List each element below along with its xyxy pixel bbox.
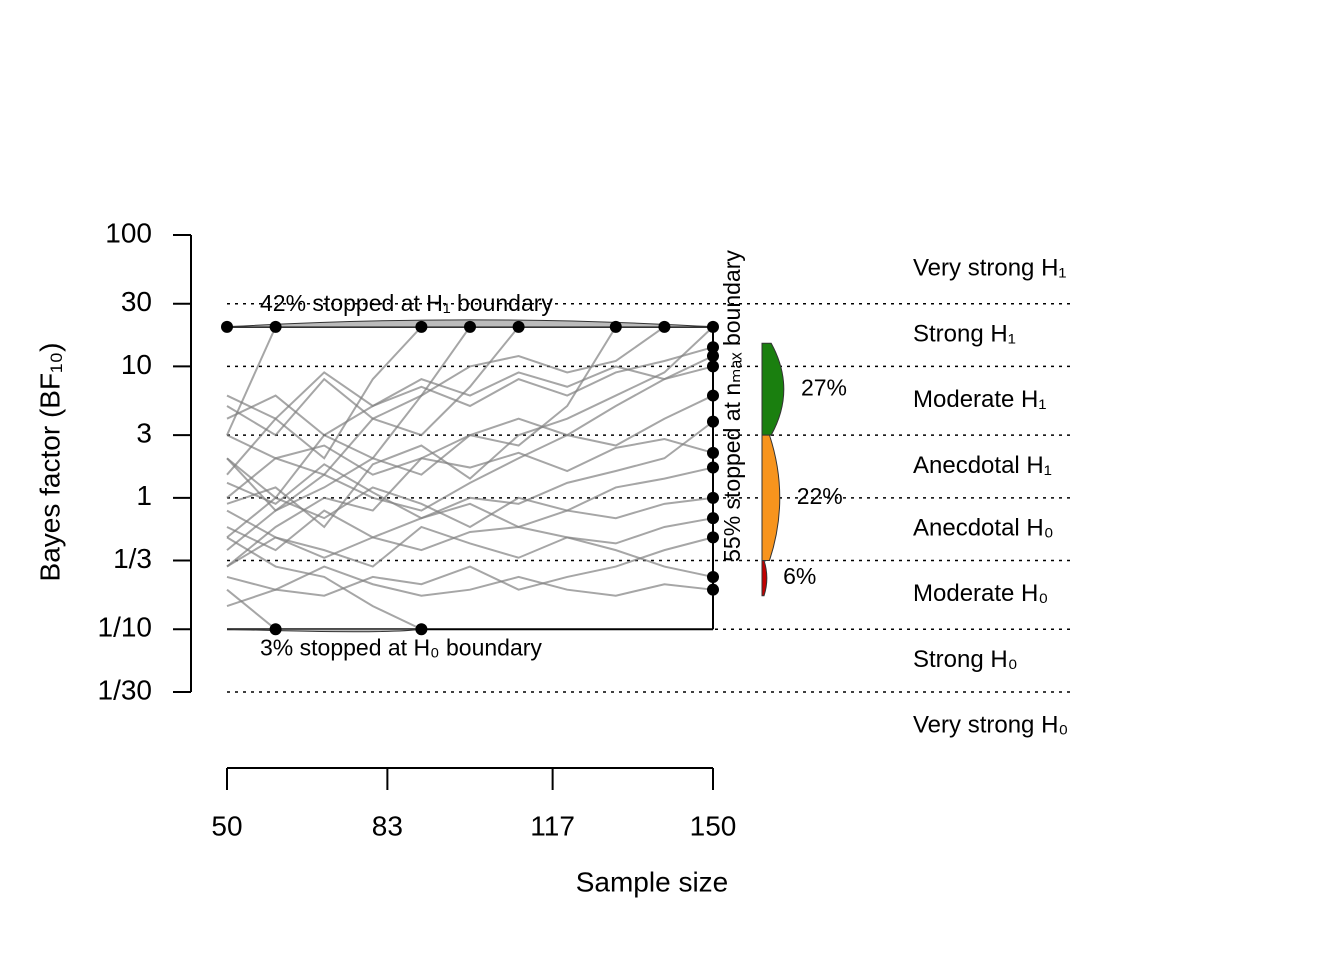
trajectory <box>226 326 423 476</box>
stop-point <box>707 531 719 544</box>
stop-point <box>707 320 719 333</box>
y-tick-label: 1/30 <box>98 674 153 705</box>
trajectory <box>226 565 714 597</box>
trajectory <box>226 326 277 436</box>
stop-point <box>221 320 233 333</box>
stop-point <box>415 320 428 333</box>
evidence-label: Anecdotal H₀ <box>913 515 1054 542</box>
stop-point <box>707 583 719 596</box>
stop-point <box>269 623 282 636</box>
y-tick-label: 1/10 <box>98 612 153 643</box>
stop-point <box>707 341 719 354</box>
density-segment <box>761 560 768 597</box>
stop-point <box>269 320 282 333</box>
evidence-label: Very strong H₁ <box>913 255 1067 282</box>
trajectory <box>226 420 714 552</box>
x-tick-label: 150 <box>690 810 737 841</box>
stop-point <box>707 461 719 474</box>
stop-point <box>707 415 719 428</box>
y-tick-label: 30 <box>121 286 152 317</box>
stop-point <box>707 512 719 525</box>
x-tick-label: 50 <box>211 810 242 841</box>
trajectory <box>226 525 714 578</box>
annotation: 42% stopped at H₁ boundary <box>260 290 553 316</box>
stop-point <box>464 320 476 333</box>
y-tick-label: 100 <box>105 217 152 248</box>
trajectory <box>226 588 277 631</box>
stop-point <box>707 389 719 402</box>
stop-point <box>707 570 719 583</box>
stop-point <box>658 320 671 333</box>
density-label: 6% <box>783 563 816 589</box>
stop-point <box>707 360 719 373</box>
evidence-label: Anecdotal H₁ <box>913 452 1052 479</box>
trajectory <box>226 536 422 631</box>
stop-point <box>609 320 622 333</box>
annotation: 3% stopped at H₀ boundary <box>260 634 542 660</box>
stop-point <box>415 623 428 636</box>
x-axis-label: Sample size <box>576 866 729 897</box>
y-tick-label: 1/3 <box>113 543 152 574</box>
density-label: 27% <box>801 374 847 400</box>
y-tick-label: 3 <box>136 418 152 449</box>
x-tick-label: 117 <box>530 810 575 841</box>
trajectory <box>226 355 714 551</box>
trajectory <box>226 434 714 476</box>
trajectory <box>226 509 714 559</box>
density-segment <box>761 342 785 436</box>
trajectory <box>226 365 714 437</box>
y-tick-label: 1 <box>136 480 152 511</box>
evidence-label: Very strong H₀ <box>913 711 1068 738</box>
stop-point <box>512 320 525 333</box>
density-segment <box>761 434 781 562</box>
trajectory <box>226 463 714 529</box>
evidence-label: Moderate H₁ <box>913 386 1047 413</box>
trajectory <box>226 394 714 512</box>
trajectory <box>226 457 714 529</box>
stop-point <box>707 350 719 363</box>
annotation: 55% stopped at nₘₐₓ boundary <box>719 250 745 562</box>
evidence-label: Moderate H₀ <box>913 580 1048 607</box>
trajectory <box>226 346 714 420</box>
trajectory <box>226 326 714 529</box>
y-tick-label: 10 <box>121 349 152 380</box>
evidence-label: Strong H₀ <box>913 646 1018 673</box>
y-axis-label: Bayes factor (BF₁₀) <box>34 343 65 582</box>
evidence-label: Strong H₁ <box>913 320 1016 347</box>
x-tick-label: 83 <box>372 810 403 841</box>
density-label: 22% <box>797 483 843 509</box>
stop-point <box>707 491 719 504</box>
trajectory <box>226 536 714 608</box>
stop-point <box>707 446 719 459</box>
trajectory <box>226 326 665 437</box>
